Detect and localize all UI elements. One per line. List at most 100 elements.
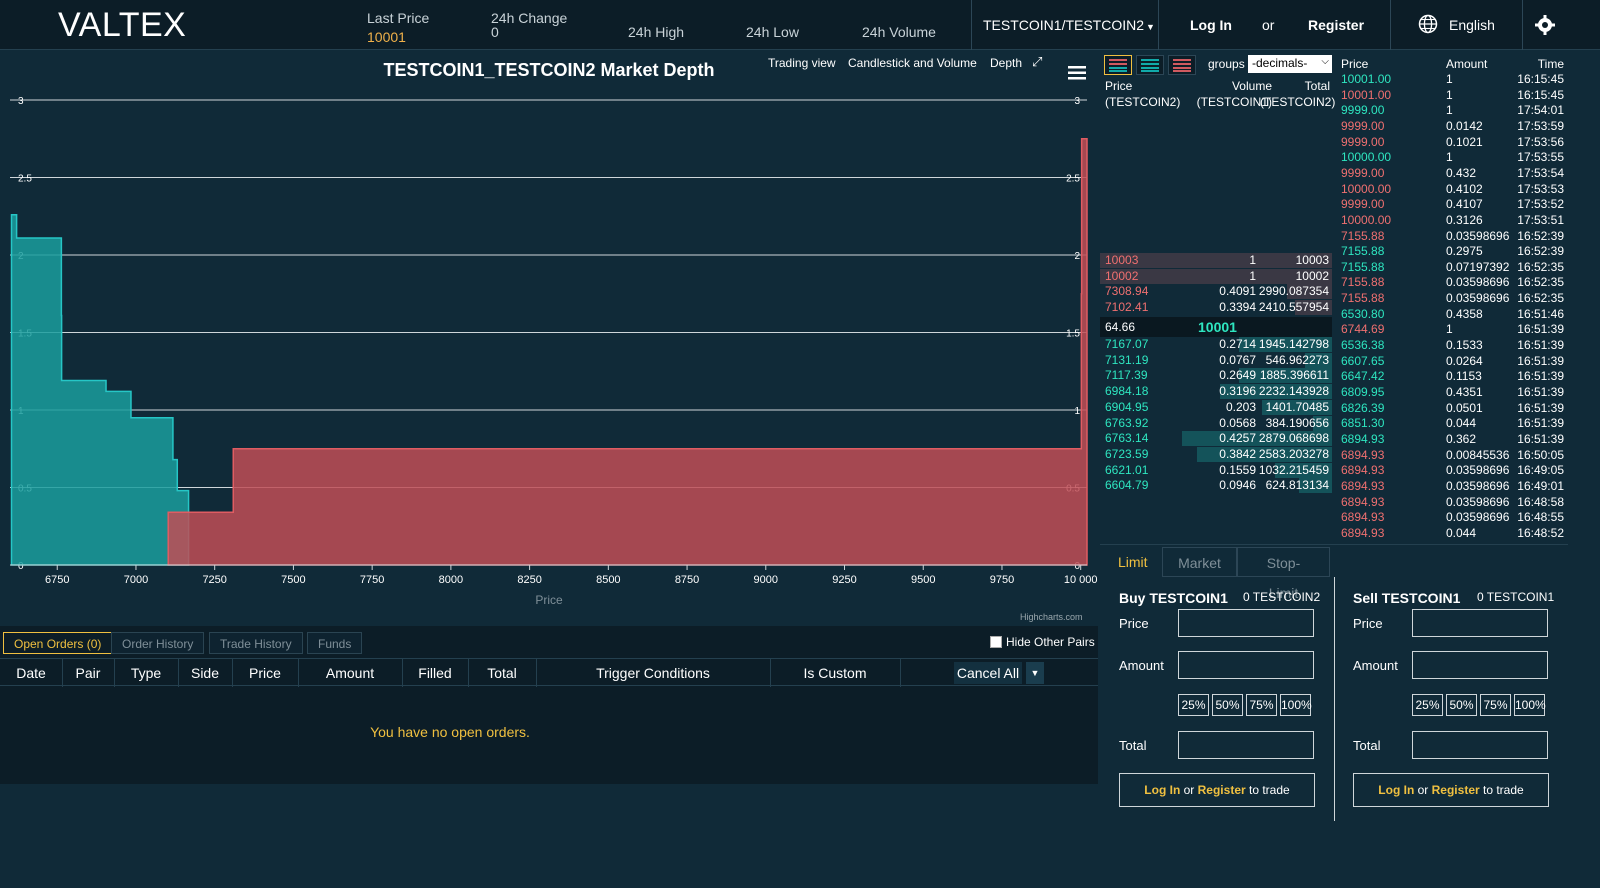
trade-amount: 0.0501 [1446, 400, 1483, 415]
to-trade-text: to trade [1245, 783, 1290, 797]
trade-row: 10000.00 1 17:53:55 [1338, 150, 1564, 166]
col-divider [298, 659, 299, 687]
sell-100-button[interactable]: 100% [1514, 694, 1546, 716]
sell-total-input[interactable] [1412, 731, 1548, 759]
fullscreen-icon[interactable]: ⤢ [1032, 54, 1043, 69]
buy-75-button[interactable]: 75% [1246, 694, 1277, 716]
tab-open-orders[interactable]: Open Orders (0) [3, 632, 113, 654]
trading-view-button[interactable]: Trading view [768, 56, 836, 70]
ask-row[interactable]: 10003 1 10003 [1100, 253, 1332, 268]
ask-row[interactable]: 7308.94 0.4091 2990.087354 [1100, 284, 1332, 300]
change-label: 24h Change [491, 10, 568, 26]
settings-gear-icon[interactable] [1534, 14, 1556, 36]
candlestick-button[interactable]: Candlestick and Volume [848, 56, 977, 70]
bid-row[interactable]: 6904.95 0.203 1401.70485 [1100, 399, 1332, 415]
tab-order-history[interactable]: Order History [111, 632, 205, 654]
col-divider [900, 659, 901, 687]
bid-row[interactable]: 6763.14 0.4257 2879.068698 [1100, 431, 1332, 447]
depth-button[interactable]: Depth [990, 56, 1023, 70]
trade-row: 9999.00 1 17:54:01 [1338, 103, 1564, 119]
col-type[interactable]: Type [130, 665, 162, 681]
sell-register-link[interactable]: Register [1431, 783, 1480, 797]
bid-row[interactable]: 6621.01 0.1559 1032.215459 [1100, 462, 1332, 478]
col-price[interactable]: Price [249, 665, 281, 681]
book-price: 10003 [1105, 253, 1139, 267]
trade-amount: 0.0142 [1446, 118, 1483, 133]
bid-row[interactable]: 7167.07 0.2714 1945.142798 [1100, 337, 1332, 352]
orders-panel: Open Orders (0) Order History Trade Hist… [0, 626, 1098, 784]
buy-amount-input[interactable] [1178, 651, 1314, 679]
trade-time: 16:51:39 [1517, 338, 1564, 353]
book-volume: 0.0767 [1219, 352, 1256, 367]
highcharts-credit[interactable]: Highcharts.com [1020, 612, 1083, 622]
language-selector[interactable]: English [1449, 17, 1495, 33]
sell-login-link[interactable]: Log In [1378, 783, 1415, 797]
col-total[interactable]: Total [487, 665, 517, 681]
header-divider [1522, 0, 1523, 50]
depth-bar [1312, 415, 1332, 431]
globe-icon[interactable] [1418, 14, 1438, 34]
tab-trade-history[interactable]: Trade History [209, 632, 303, 654]
tab-stop-limit[interactable]: Stop-Limit [1237, 547, 1330, 601]
groups-select[interactable]: -decimals- ⌵ [1248, 55, 1332, 73]
buy-25-button[interactable]: 25% [1178, 694, 1209, 716]
sell-75-button[interactable]: 75% [1480, 694, 1511, 716]
sell-amount-input[interactable] [1412, 651, 1548, 679]
hide-other-pairs-checkbox[interactable] [990, 636, 1002, 648]
cancel-dropdown-caret-icon[interactable]: ▼ [1026, 662, 1044, 684]
trade-time: 16:51:39 [1517, 400, 1564, 415]
bid-row[interactable]: 7131.19 0.0767 546.962273 [1100, 352, 1332, 368]
col-amount[interactable]: Amount [325, 665, 375, 681]
book-view-both-icon[interactable] [1104, 55, 1132, 75]
ask-row[interactable]: 10002 1 10002 [1100, 268, 1332, 284]
buy-total-input[interactable] [1178, 731, 1314, 759]
trade-price: 9999.00 [1341, 103, 1385, 118]
col-pair[interactable]: Pair [75, 665, 101, 681]
sell-price-input[interactable] [1412, 609, 1548, 637]
groups-value: -decimals- [1252, 56, 1308, 70]
cancel-all-button[interactable]: Cancel All [954, 662, 1022, 684]
buy-50-button[interactable]: 50% [1212, 694, 1243, 716]
login-button[interactable]: Log In [1190, 17, 1232, 33]
trade-row: 10001.00 1 16:15:45 [1338, 88, 1564, 104]
ask-row[interactable]: 7102.41 0.3394 2410.557954 [1100, 300, 1332, 316]
col-divider [178, 659, 179, 687]
tab-market[interactable]: Market [1162, 547, 1237, 577]
col-date[interactable]: Date [16, 665, 46, 681]
col-is-custom[interactable]: Is Custom [803, 665, 867, 681]
bid-row[interactable]: 6604.79 0.0946 624.813134 [1100, 478, 1332, 494]
trade-time: 16:15:45 [1517, 87, 1564, 102]
register-button[interactable]: Register [1308, 17, 1365, 33]
y-tick-label-right: 2 [1074, 251, 1080, 262]
bid-row[interactable]: 6723.59 0.3842 2583.203278 [1100, 446, 1332, 462]
logo[interactable]: VALTEX [58, 6, 187, 44]
tab-limit[interactable]: Limit [1118, 554, 1148, 570]
trade-amount: 0.1153 [1446, 369, 1482, 384]
bid-row[interactable]: 6984.18 0.3196 2232.143928 [1100, 384, 1332, 400]
col-side[interactable]: Side [190, 665, 220, 681]
col-trigger-conditions[interactable]: Trigger Conditions [596, 665, 710, 681]
buy-100-button[interactable]: 100% [1280, 694, 1312, 716]
book-view-asks-icon[interactable] [1168, 55, 1196, 75]
sell-25-button[interactable]: 25% [1412, 694, 1443, 716]
book-total: 2410.557954 [1258, 300, 1329, 315]
col-filled[interactable]: Filled [418, 665, 452, 681]
buy-price-input[interactable] [1178, 609, 1314, 637]
bid-row[interactable]: 6763.92 0.0568 384.190656 [1100, 415, 1332, 431]
buy-login-button[interactable]: Log In or Register to trade [1119, 773, 1315, 807]
trade-price: 7155.88 [1341, 259, 1385, 274]
buy-login-link[interactable]: Log In [1144, 783, 1181, 797]
sell-50-button[interactable]: 50% [1446, 694, 1477, 716]
book-view-bids-icon[interactable] [1136, 55, 1164, 75]
bid-row[interactable]: 7117.39 0.2649 1885.396611 [1100, 368, 1332, 384]
depth-bar [1182, 268, 1332, 284]
depth-chart[interactable]: 000.50.5111.51.5222.52.53367507000725075… [0, 52, 1098, 624]
trade-time: 16:51:46 [1517, 306, 1564, 321]
trade-time: 16:52:35 [1517, 291, 1564, 306]
sell-login-button[interactable]: Log In or Register to trade [1353, 773, 1549, 807]
col-divider [770, 659, 771, 687]
pair-selector[interactable]: TESTCOIN1/TESTCOIN2 ▼ [983, 17, 1155, 33]
buy-register-link[interactable]: Register [1197, 783, 1246, 797]
menu-icon[interactable] [1068, 66, 1086, 80]
tab-funds[interactable]: Funds [307, 632, 363, 654]
